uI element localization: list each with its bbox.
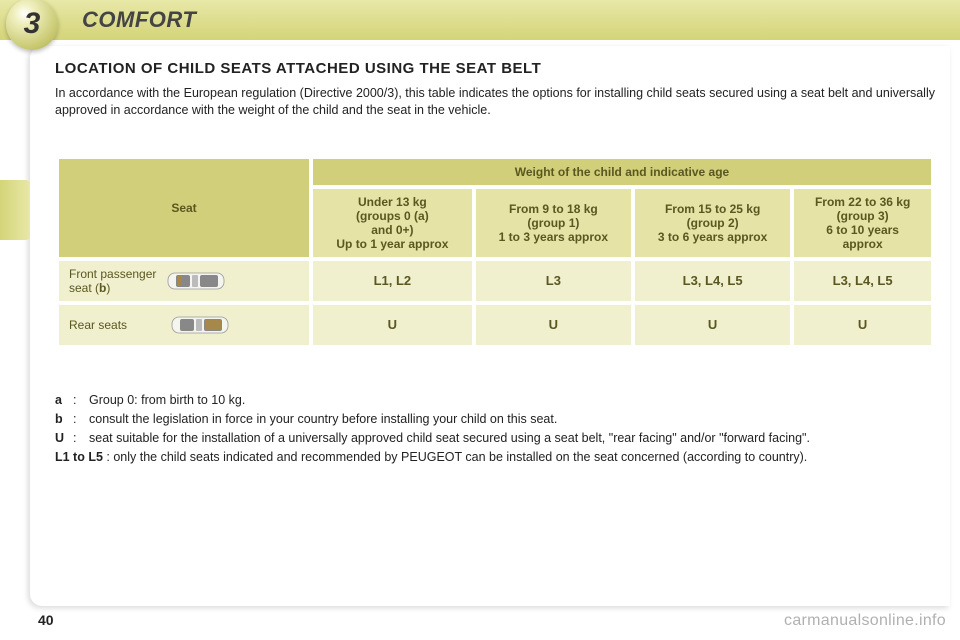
col3-l2: (group 3) xyxy=(837,209,889,223)
car-top-icon xyxy=(166,267,226,295)
section-intro: In accordance with the European regulati… xyxy=(55,85,935,119)
table-row: Rear seats U U U U xyxy=(59,305,931,345)
row-rear-seats: Rear seats xyxy=(59,305,309,345)
watermark: carmanualsonline.info xyxy=(784,612,946,630)
r1-lbl: Rear seats xyxy=(69,318,127,332)
col1-l2: (group 1) xyxy=(527,216,579,230)
col3-l4: approx xyxy=(843,237,883,251)
note-l: L1 to L5 : only the child seats indicate… xyxy=(55,448,935,466)
weight-header: Weight of the child and indicative age xyxy=(313,159,931,185)
col1-l3: 1 to 3 years approx xyxy=(499,230,608,244)
col3-l3: 6 to 10 years xyxy=(826,223,899,237)
col1-l1: From 9 to 18 kg xyxy=(509,202,598,216)
note-text-u: seat suitable for the installation of a … xyxy=(89,429,935,447)
r0-v0: L1, L2 xyxy=(313,261,472,301)
side-tab xyxy=(0,180,30,240)
table-row: Front passenger seat (b) L1, L2 L3 L3, L… xyxy=(59,261,931,301)
col-15-25: From 15 to 25 kg (group 2) 3 to 6 years … xyxy=(635,189,790,257)
row-front-passenger: Front passenger seat (b) xyxy=(59,261,309,301)
page-content: LOCATION OF CHILD SEATS ATTACHED USING T… xyxy=(55,60,935,466)
col2-l1: From 15 to 25 kg xyxy=(665,202,760,216)
r0-v3: L3, L4, L5 xyxy=(794,261,931,301)
col-9-18: From 9 to 18 kg (group 1) 1 to 3 years a… xyxy=(476,189,631,257)
note-a: a: Group 0: from birth to 10 kg. xyxy=(55,391,935,409)
chapter-header: 3 COMFORT xyxy=(0,0,960,40)
r1-v0: U xyxy=(313,305,472,345)
note-key-u: U xyxy=(55,429,73,447)
r1-v3: U xyxy=(794,305,931,345)
note-u: U: seat suitable for the installation of… xyxy=(55,429,935,447)
r0-lbl1: Front passenger xyxy=(69,267,156,281)
note-b: b: consult the legislation in force in y… xyxy=(55,410,935,428)
seat-header: Seat xyxy=(59,159,309,257)
chapter-badge: 3 xyxy=(6,0,58,50)
chapter-title: COMFORT xyxy=(82,7,196,33)
chapter-number: 3 xyxy=(24,7,41,41)
r1-v2: U xyxy=(635,305,790,345)
col0-l4: Up to 1 year approx xyxy=(336,237,448,251)
col0-l3: and 0+) xyxy=(371,223,413,237)
page-number: 40 xyxy=(38,612,54,628)
note-text-b: consult the legislation in force in your… xyxy=(89,410,935,428)
notes-block: a: Group 0: from birth to 10 kg. b: cons… xyxy=(55,391,935,467)
col0-l2b: ) xyxy=(425,209,429,223)
col2-l2: (group 2) xyxy=(687,216,739,230)
col0-l1: Under 13 kg xyxy=(358,195,427,209)
section-title: LOCATION OF CHILD SEATS ATTACHED USING T… xyxy=(55,60,935,77)
r0-lbl2a: seat ( xyxy=(69,281,99,295)
r0-v1: L3 xyxy=(476,261,631,301)
note-key-b: b xyxy=(55,410,73,428)
note-text-a: Group 0: from birth to 10 kg. xyxy=(89,391,935,409)
note-key-a: a xyxy=(55,391,73,409)
car-top-icon xyxy=(170,311,230,339)
r0-v2: L3, L4, L5 xyxy=(635,261,790,301)
r0-lbl2b: ) xyxy=(106,281,110,295)
col-under-13: Under 13 kg (groups 0 (a) and 0+) Up to … xyxy=(313,189,472,257)
r1-v1: U xyxy=(476,305,631,345)
col0-bold: a xyxy=(418,209,425,223)
col3-l1: From 22 to 36 kg xyxy=(815,195,910,209)
note-text-l: : only the child seats indicated and rec… xyxy=(106,450,807,464)
col0-l2a: (groups 0 ( xyxy=(356,209,418,223)
col-22-36: From 22 to 36 kg (group 3) 6 to 10 years… xyxy=(794,189,931,257)
child-seat-table: Seat Weight of the child and indicative … xyxy=(55,155,935,349)
note-key-l: L1 to L5 xyxy=(55,450,103,464)
col2-l3: 3 to 6 years approx xyxy=(658,230,767,244)
